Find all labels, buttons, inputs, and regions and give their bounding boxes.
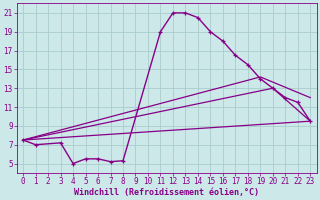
X-axis label: Windchill (Refroidissement éolien,°C): Windchill (Refroidissement éolien,°C) [74, 188, 259, 197]
